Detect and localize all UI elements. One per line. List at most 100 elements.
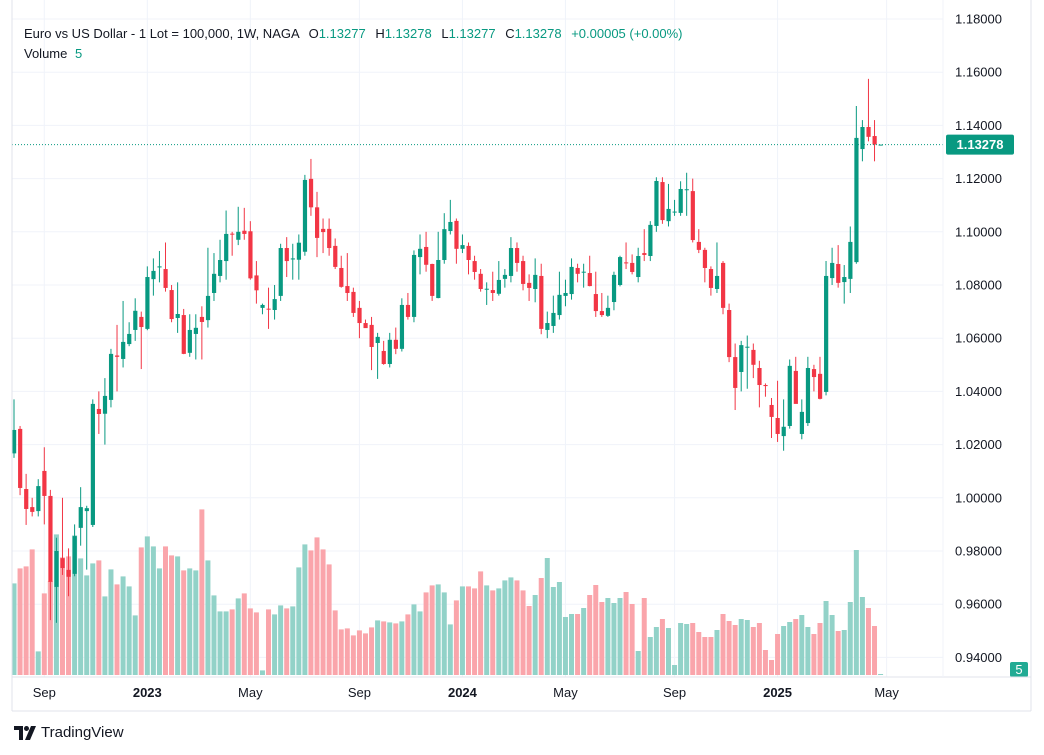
volume-bar — [562, 617, 568, 675]
candle-body — [872, 136, 877, 145]
candle-body — [339, 267, 344, 287]
candle-body — [587, 273, 592, 287]
candle-body — [308, 178, 314, 208]
volume-bar — [35, 651, 41, 675]
price-tick-label: 1.00000 — [955, 490, 1002, 505]
candle-body — [799, 411, 804, 434]
candle-body — [490, 290, 495, 293]
open-value: 1.13277 — [318, 26, 366, 41]
candle — [345, 253, 350, 301]
volume-bar — [47, 581, 53, 675]
volume-bar — [284, 608, 290, 675]
candle — [375, 332, 380, 379]
volume-bar — [581, 608, 587, 675]
low-label: L — [441, 26, 449, 41]
candle — [145, 266, 150, 331]
last-volume-label: 5 — [1015, 662, 1022, 677]
volume-bar — [429, 585, 435, 675]
candle-body — [739, 345, 744, 372]
candle — [199, 306, 205, 360]
candle-body — [381, 350, 386, 365]
candle-body — [163, 269, 168, 288]
volume-bar — [720, 614, 726, 675]
candle-body — [127, 333, 132, 345]
candle-body — [836, 263, 841, 283]
candle — [284, 237, 289, 278]
candle-body — [878, 144, 883, 146]
volume-bar — [496, 588, 502, 675]
time-axis[interactable] — [12, 677, 1031, 711]
volume-bar — [417, 611, 423, 675]
candle-body — [375, 336, 380, 343]
candle-body — [133, 310, 138, 330]
candle — [139, 311, 144, 370]
candle-body — [78, 507, 83, 528]
candle — [684, 172, 689, 216]
candle-body — [84, 508, 89, 512]
candle-body — [654, 180, 659, 226]
candle-body — [236, 231, 241, 240]
candle-body — [824, 275, 829, 392]
candle — [205, 247, 211, 328]
price-tick-label: 1.08000 — [955, 278, 1002, 293]
candle — [672, 199, 677, 216]
volume-bar — [502, 580, 508, 675]
candle — [739, 340, 744, 392]
tradingview-logo[interactable]: TradingView — [14, 724, 124, 741]
candle-body — [708, 269, 714, 288]
candle-body — [563, 292, 568, 296]
candle — [642, 229, 647, 262]
volume-bar — [72, 535, 78, 675]
volume-label[interactable]: Volume — [24, 46, 68, 61]
candle — [690, 178, 695, 243]
volume-bar — [126, 586, 132, 675]
candle-body — [678, 188, 683, 213]
candle — [108, 348, 114, 408]
volume-bar — [696, 632, 702, 675]
candle — [872, 120, 877, 162]
candle-body — [502, 274, 508, 279]
candle — [42, 447, 47, 525]
candle-body — [787, 365, 792, 426]
volume-bar — [617, 598, 623, 675]
volume-bar — [847, 602, 853, 675]
volume-bar — [859, 597, 865, 675]
candle-body — [260, 304, 265, 308]
candle — [424, 231, 429, 272]
time-tick-label: Sep — [663, 685, 686, 700]
candle-body — [187, 329, 192, 353]
volume-bar — [326, 564, 332, 675]
volume-bar — [653, 627, 659, 675]
candle — [557, 271, 562, 320]
candle-body — [430, 263, 435, 296]
candle — [363, 319, 368, 329]
volume-bar — [150, 546, 156, 675]
candle-body — [496, 279, 501, 294]
candle-body — [205, 295, 211, 321]
volume-bar — [199, 509, 205, 675]
high-value: 1.13278 — [384, 26, 432, 41]
candle-body — [24, 489, 29, 509]
volume-series — [11, 509, 884, 675]
candle-body — [696, 241, 701, 250]
volume-bar — [714, 630, 720, 675]
candle-body — [624, 262, 629, 264]
candle — [115, 324, 120, 392]
volume-bar — [756, 623, 762, 675]
last-price-badge: 1.13278 — [946, 134, 1014, 155]
symbol-title[interactable]: Euro vs US Dollar - 1 Lot = 100,000, 1W,… — [24, 26, 299, 41]
volume-bar — [211, 595, 217, 675]
candle — [745, 335, 750, 389]
volume-bar — [520, 590, 526, 675]
volume-bar — [744, 620, 750, 675]
volume-bar — [447, 624, 453, 675]
candle-body — [405, 304, 411, 317]
candle-body — [296, 242, 302, 260]
candle — [660, 177, 665, 224]
volume-bar — [865, 608, 871, 675]
candle — [60, 497, 65, 575]
price-axis[interactable] — [943, 0, 1031, 711]
candle-body — [575, 267, 580, 274]
volume-bar — [241, 593, 247, 675]
